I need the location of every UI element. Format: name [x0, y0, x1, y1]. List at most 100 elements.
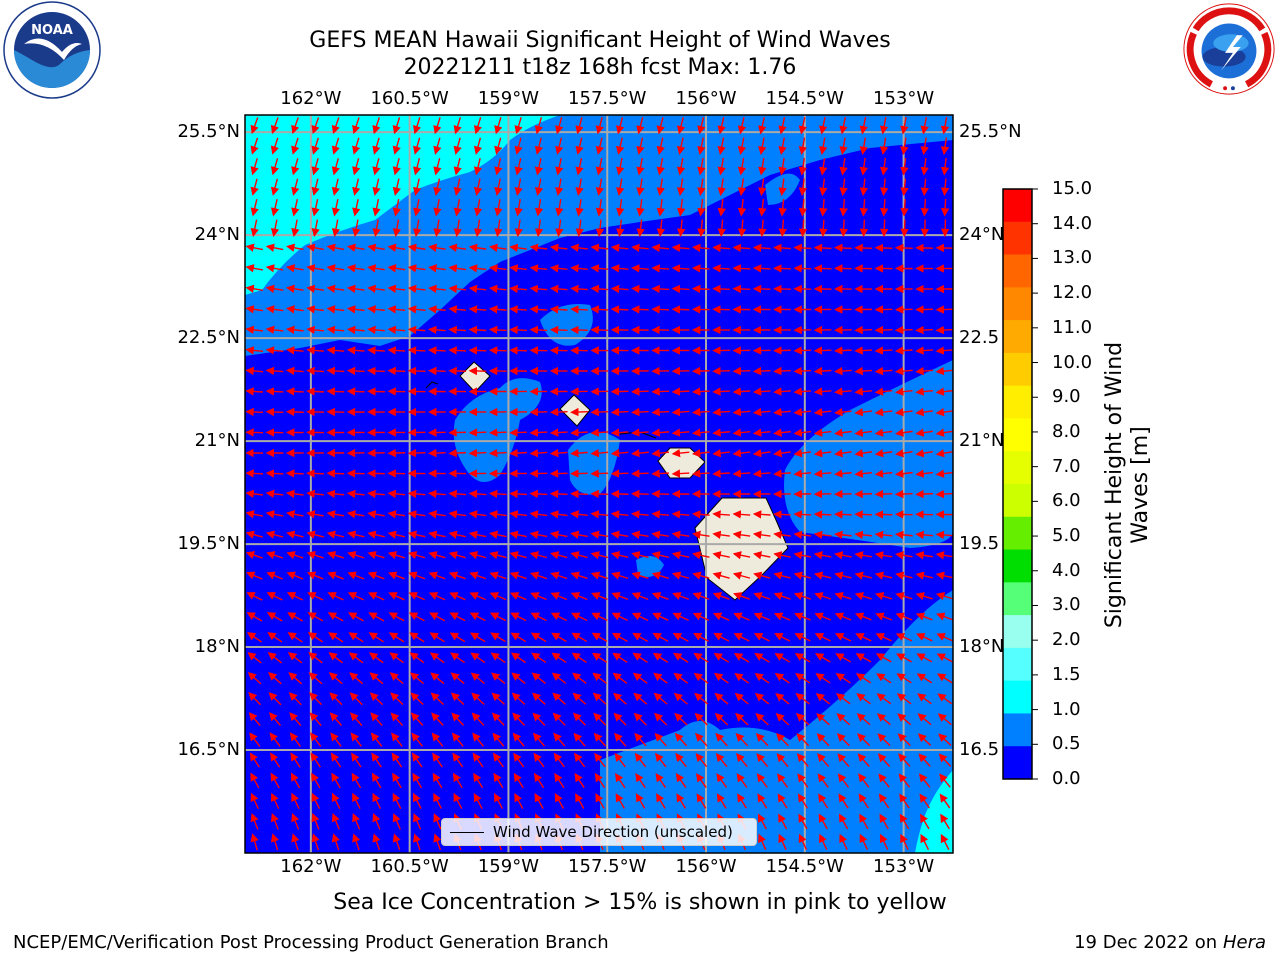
- wave-direction-arrow: [407, 346, 426, 355]
- wave-direction-arrow: [590, 571, 608, 580]
- wave-direction-arrow: [671, 243, 690, 253]
- wave-direction-arrow: [717, 117, 726, 135]
- wave-direction-arrow: [674, 732, 688, 747]
- wave-direction-arrow: [854, 346, 873, 355]
- wave-direction-arrow: [592, 672, 607, 684]
- wave-direction-arrow: [915, 469, 933, 478]
- wave-direction-arrow: [327, 612, 344, 622]
- wave-direction-arrow: [451, 712, 464, 726]
- wave-direction-arrow: [509, 592, 527, 601]
- wave-direction-arrow: [737, 198, 747, 217]
- wave-direction-arrow: [388, 592, 405, 601]
- wave-direction-arrow: [574, 772, 585, 789]
- wave-direction-arrow: [671, 284, 690, 294]
- wave-direction-arrow: [311, 833, 320, 851]
- wave-direction-arrow: [752, 243, 771, 253]
- wave-direction-arrow: [388, 612, 405, 622]
- wave-direction-arrow: [291, 137, 300, 155]
- wave-direction-arrow: [859, 813, 869, 830]
- wave-direction-arrow: [248, 712, 261, 727]
- wave-direction-arrow: [367, 571, 385, 580]
- wave-direction-arrow: [874, 366, 893, 376]
- wave-direction-arrow: [388, 632, 405, 643]
- lon-tick-label-bottom: 157.5°W: [568, 856, 647, 877]
- wave-direction-arrow: [306, 551, 324, 560]
- wave-direction-arrow: [413, 833, 421, 851]
- wave-direction-arrow: [413, 813, 422, 830]
- wave-direction-arrow: [732, 387, 751, 396]
- wave-direction-arrow: [429, 652, 445, 664]
- wave-direction-arrow: [712, 530, 730, 539]
- wave-direction-arrow: [798, 137, 808, 156]
- wave-direction-arrow: [265, 469, 284, 478]
- wave-direction-arrow: [468, 243, 487, 252]
- wave-direction-arrow: [407, 366, 426, 376]
- wave-direction-arrow: [633, 712, 647, 726]
- wave-direction-arrow: [269, 712, 282, 727]
- wave-direction-arrow: [488, 510, 507, 519]
- wave-direction-arrow: [676, 117, 686, 135]
- wave-direction-arrow: [432, 772, 443, 789]
- wave-direction-arrow: [631, 469, 649, 478]
- wave-direction-arrow: [514, 198, 523, 217]
- wave-direction-arrow: [529, 305, 548, 314]
- wave-direction-arrow: [570, 264, 588, 273]
- wave-direction-arrow: [450, 692, 465, 705]
- wave-direction-arrow: [732, 530, 751, 539]
- wave-direction-arrow: [675, 773, 687, 788]
- colorbar-tick-label: 9.0: [1052, 386, 1081, 408]
- wave-direction-arrow: [818, 813, 828, 830]
- wave-direction-arrow: [859, 137, 868, 156]
- wave-direction-arrow: [387, 325, 406, 335]
- colorbar-tick-label: 7.0: [1052, 455, 1081, 477]
- wave-direction-arrow: [793, 571, 812, 580]
- wave-direction-arrow: [856, 693, 871, 705]
- wave-direction-arrow: [671, 264, 690, 273]
- wave-direction-arrow: [575, 117, 584, 135]
- wave-direction-arrow: [371, 752, 382, 768]
- wave-direction-arrow: [413, 178, 422, 196]
- wave-direction-arrow: [651, 305, 670, 314]
- wave-direction-arrow: [330, 752, 342, 768]
- wave-direction-arrow: [448, 571, 466, 580]
- wave-direction-arrow: [488, 428, 507, 437]
- wave-direction-arrow: [756, 773, 768, 788]
- wave-direction-arrow: [428, 489, 446, 499]
- wave-direction-arrow: [937, 693, 953, 705]
- wave-direction-arrow: [671, 530, 690, 539]
- wave-direction-arrow: [346, 366, 365, 376]
- wave-direction-arrow: [552, 712, 566, 726]
- wave-direction-arrow: [270, 812, 279, 830]
- wave-direction-arrow: [610, 264, 629, 273]
- wave-direction-arrow: [712, 448, 730, 458]
- wave-direction-arrow: [735, 712, 749, 726]
- wave-direction-arrow: [753, 571, 771, 580]
- wave-direction-arrow: [920, 157, 929, 176]
- wave-direction-arrow: [920, 198, 930, 217]
- wave-direction-arrow: [572, 692, 587, 705]
- wave-direction-arrow: [265, 366, 284, 376]
- wave-direction-arrow: [428, 592, 446, 601]
- wave-direction-arrow: [691, 428, 710, 437]
- wave-direction-arrow: [509, 448, 527, 458]
- wave-direction-arrow: [513, 752, 525, 768]
- wave-direction-arrow: [285, 346, 304, 355]
- wave-direction-arrow: [879, 117, 889, 135]
- wave-direction-arrow: [793, 407, 812, 417]
- wave-direction-arrow: [693, 632, 710, 642]
- wave-direction-arrow: [291, 199, 300, 217]
- wave-direction-arrow: [879, 833, 889, 850]
- wave-direction-arrow: [346, 305, 365, 314]
- wave-direction-arrow: [510, 652, 526, 664]
- wave-direction-arrow: [346, 387, 365, 396]
- wave-direction-arrow: [636, 219, 645, 238]
- wave-direction-arrow: [331, 178, 340, 196]
- wave-direction-arrow: [697, 219, 706, 238]
- lon-tick-label-top: 160.5°W: [370, 88, 449, 109]
- wave-direction-arrow: [773, 571, 791, 580]
- wave-direction-arrow: [509, 325, 527, 335]
- wave-direction-arrow: [352, 199, 361, 217]
- wave-direction-arrow: [732, 243, 751, 253]
- wave-direction-arrow: [308, 652, 323, 664]
- wave-direction-arrow: [575, 137, 584, 155]
